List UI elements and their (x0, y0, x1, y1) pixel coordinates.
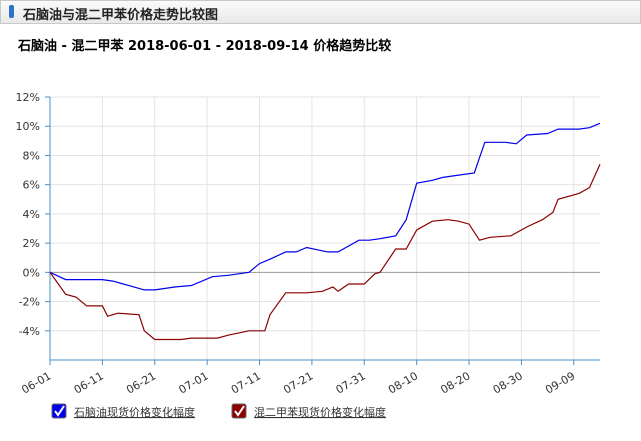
x-tick-label: 07-11 (229, 369, 263, 396)
x-tick-label: 08-30 (491, 369, 525, 396)
legend-item[interactable]: 石脑油现货价格变化幅度 (51, 403, 195, 419)
header-title: 石脑油与混二甲苯价格走势比较图 (23, 8, 219, 23)
y-tick-label: 6% (23, 179, 40, 192)
y-tick-label: 0% (23, 266, 40, 279)
header-icon (9, 5, 14, 18)
x-tick-label: 08-20 (438, 369, 472, 396)
x-tick-label: 06-11 (72, 369, 106, 396)
x-tick-label: 08-10 (386, 369, 420, 396)
x-tick-label: 07-21 (281, 369, 315, 396)
y-tick-label: -2% (19, 296, 40, 309)
y-tick-label: -4% (19, 325, 40, 338)
y-tick-label: 10% (16, 120, 40, 133)
x-tick-label: 09-09 (543, 369, 577, 396)
series-line (49, 163, 601, 341)
x-tick-label: 06-01 (19, 369, 53, 396)
legend-label: 混二甲苯现货价格变化幅度 (254, 405, 386, 419)
header: 石脑油与混二甲苯价格走势比较图 (0, 0, 641, 24)
legend-check (54, 405, 65, 417)
y-tick-label: 12% (16, 91, 40, 104)
x-tick-label: 07-01 (176, 369, 210, 396)
x-tick-label: 07-31 (334, 369, 368, 396)
y-tick-label: 2% (23, 237, 40, 250)
legend-check (234, 405, 245, 417)
chart: 石脑油 - 混二甲苯 2018-06-01 - 2018-09-14 价格趋势比… (16, 38, 601, 419)
y-tick-label: 4% (23, 208, 40, 221)
plot-area (50, 97, 600, 360)
series-line (49, 122, 601, 291)
x-tick-label: 06-21 (124, 369, 158, 396)
y-tick-label: 8% (23, 149, 40, 162)
legend-item[interactable]: 混二甲苯现货价格变化幅度 (231, 403, 386, 419)
legend-label: 石脑油现货价格变化幅度 (74, 405, 195, 419)
chart-title: 石脑油 - 混二甲苯 2018-06-01 - 2018-09-14 价格趋势比… (17, 38, 391, 54)
